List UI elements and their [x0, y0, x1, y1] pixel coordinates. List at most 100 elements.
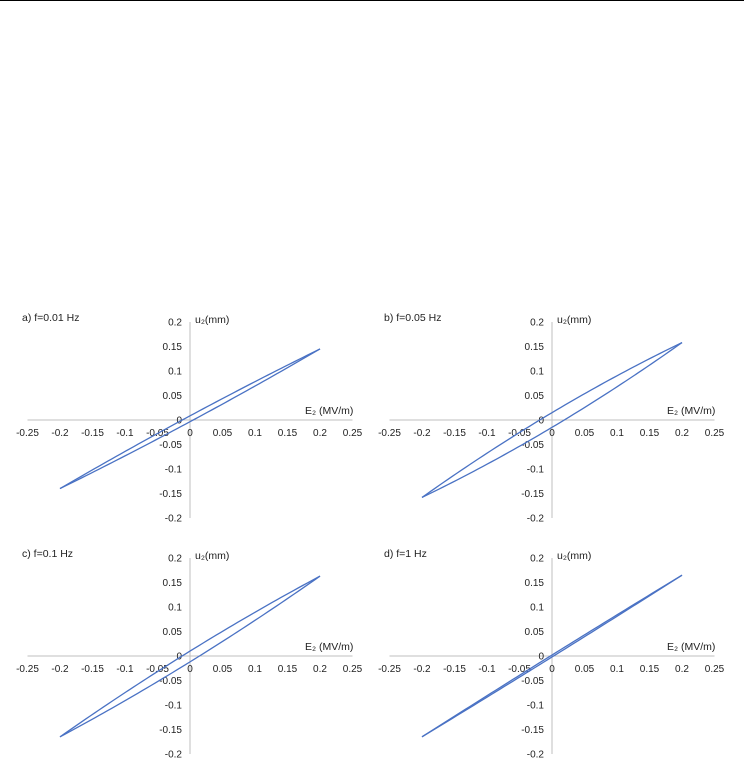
x-tick-label: 0: [549, 428, 555, 439]
y-tick-label: 0.05: [525, 391, 545, 402]
x-tick-label: 0.25: [343, 664, 363, 675]
x-tick-label: -0.15: [443, 664, 466, 675]
x-axis-title: E₂ (MV/m): [305, 405, 353, 417]
y-tick-label: 0.15: [163, 578, 183, 589]
x-tick-label: 0.2: [313, 428, 327, 439]
x-tick-label: -0.2: [413, 428, 431, 439]
x-tick-label: -0.15: [81, 428, 104, 439]
y-tick-label: 0.1: [168, 367, 182, 378]
hysteresis-descending-branch: [421, 574, 683, 738]
y-tick-label: 0.2: [168, 554, 182, 565]
hysteresis-descending-branch: [59, 575, 321, 738]
x-tick-label: -0.05: [508, 664, 531, 675]
y-tick-label: -0.05: [521, 676, 544, 687]
x-tick-label: -0.25: [378, 428, 401, 439]
y-tick-label: 0.05: [163, 627, 183, 638]
y-tick-label: 0: [538, 416, 544, 427]
y-tick-label: -0.2: [165, 750, 183, 761]
hysteresis-ascending-branch: [421, 574, 683, 738]
y-tick-label: -0.15: [159, 725, 182, 736]
y-tick-label: 0.05: [163, 391, 183, 402]
y-tick-label: -0.15: [521, 489, 544, 500]
chart-panel-d: -0.25 -0.2 -0.15 -0.1 -0.05 0 0.05 0.1 0.15 0.2 0.…: [362, 536, 734, 772]
y-tick-label: 0.2: [530, 318, 544, 329]
y-tick-label: 0.1: [530, 367, 544, 378]
x-tick-label: -0.25: [16, 428, 39, 439]
x-tick-label: -0.15: [81, 664, 104, 675]
x-tick-label: -0.05: [508, 428, 531, 439]
y-tick-label: -0.1: [527, 465, 545, 476]
x-tick-label: 0: [549, 664, 555, 675]
y-tick-label: 0: [538, 652, 544, 663]
y-tick-label: -0.2: [165, 514, 183, 525]
y-axis-title: u₂(mm): [195, 314, 229, 326]
top-border-line: [0, 0, 744, 1]
x-tick-label: 0.1: [248, 664, 262, 675]
y-tick-label: -0.15: [159, 489, 182, 500]
y-tick-label: 0.15: [163, 342, 183, 353]
x-axis-title: E₂ (MV/m): [667, 641, 715, 653]
y-tick-label: 0.15: [525, 578, 545, 589]
x-tick-label: 0.15: [640, 664, 660, 675]
y-tick-label: 0.2: [530, 554, 544, 565]
hysteresis-descending-branch: [421, 341, 683, 498]
x-axis-title: E₂ (MV/m): [305, 641, 353, 653]
chart-svg-b: -0.25 -0.2 -0.15 -0.1 -0.05 0 0.05 0.1 0.15 0.2 0.…: [378, 312, 725, 525]
y-tick-label: 0.05: [525, 627, 545, 638]
x-tick-label: -0.2: [51, 428, 69, 439]
x-tick-label: 0.1: [610, 428, 624, 439]
hysteresis-descending-branch: [59, 348, 321, 490]
hysteresis-ascending-branch: [421, 342, 683, 499]
x-tick-label: -0.2: [51, 664, 69, 675]
y-tick-label: -0.15: [521, 725, 544, 736]
x-tick-label: -0.05: [146, 664, 169, 675]
x-tick-label: 0.2: [313, 664, 327, 675]
x-tick-label: -0.25: [378, 664, 401, 675]
y-tick-label: -0.1: [165, 701, 183, 712]
x-tick-label: 0.25: [705, 428, 725, 439]
chart-svg-d: -0.25 -0.2 -0.15 -0.1 -0.05 0 0.05 0.1 0.15 0.2 0.…: [378, 548, 725, 761]
y-axis-title: u₂(mm): [557, 550, 591, 562]
panel-title: d) f=1 Hz: [384, 548, 427, 560]
y-tick-label: 0.1: [168, 603, 182, 614]
y-tick-label: 0.1: [530, 603, 544, 614]
x-tick-label: 0.15: [278, 664, 298, 675]
panel-title: b) f=0.05 Hz: [384, 312, 442, 324]
x-tick-label: 0.15: [640, 428, 660, 439]
x-tick-label: -0.15: [443, 428, 466, 439]
x-tick-label: -0.2: [413, 664, 431, 675]
x-tick-label: 0: [187, 428, 193, 439]
x-axis-title: E₂ (MV/m): [667, 405, 715, 417]
y-tick-label: -0.2: [527, 514, 545, 525]
y-tick-label: -0.1: [165, 465, 183, 476]
y-tick-label: -0.2: [527, 750, 545, 761]
y-axis-title: u₂(mm): [195, 550, 229, 562]
panel-title: a) f=0.01 Hz: [22, 312, 80, 324]
y-tick-label: -0.05: [159, 440, 182, 451]
x-tick-label: 0.25: [705, 664, 725, 675]
x-tick-label: -0.25: [16, 664, 39, 675]
x-tick-label: 0: [187, 664, 193, 675]
x-tick-label: 0.1: [248, 428, 262, 439]
x-tick-label: 0.05: [575, 428, 595, 439]
x-tick-label: 0.2: [675, 664, 689, 675]
hysteresis-ascending-branch: [59, 575, 321, 738]
x-tick-label: -0.1: [478, 664, 496, 675]
y-tick-label: 0.2: [168, 318, 182, 329]
x-tick-label: -0.1: [116, 664, 134, 675]
x-tick-label: 0.05: [213, 664, 233, 675]
chart-panel-c: -0.25 -0.2 -0.15 -0.1 -0.05 0 0.05 0.1 0.15 0.2 0.…: [0, 536, 372, 772]
x-tick-label: 0.25: [343, 428, 363, 439]
panel-title: c) f=0.1 Hz: [22, 548, 73, 560]
y-tick-label: -0.05: [521, 440, 544, 451]
chart-svg-c: -0.25 -0.2 -0.15 -0.1 -0.05 0 0.05 0.1 0.15 0.2 0.…: [16, 548, 363, 761]
y-tick-label: -0.05: [159, 676, 182, 687]
x-tick-label: -0.1: [478, 428, 496, 439]
x-tick-label: 0.05: [213, 428, 233, 439]
chart-panel-b: -0.25 -0.2 -0.15 -0.1 -0.05 0 0.05 0.1 0.15 0.2 0.…: [362, 300, 734, 536]
chart-panel-a: -0.25 -0.2 -0.15 -0.1 -0.05 0 0.05 0.1 0.15 0.2 0.…: [0, 300, 372, 536]
chart-svg-a: -0.25 -0.2 -0.15 -0.1 -0.05 0 0.05 0.1 0.15 0.2 0.…: [16, 312, 363, 525]
y-tick-label: 0.15: [525, 342, 545, 353]
x-tick-label: 0.2: [675, 428, 689, 439]
y-tick-label: -0.1: [527, 701, 545, 712]
